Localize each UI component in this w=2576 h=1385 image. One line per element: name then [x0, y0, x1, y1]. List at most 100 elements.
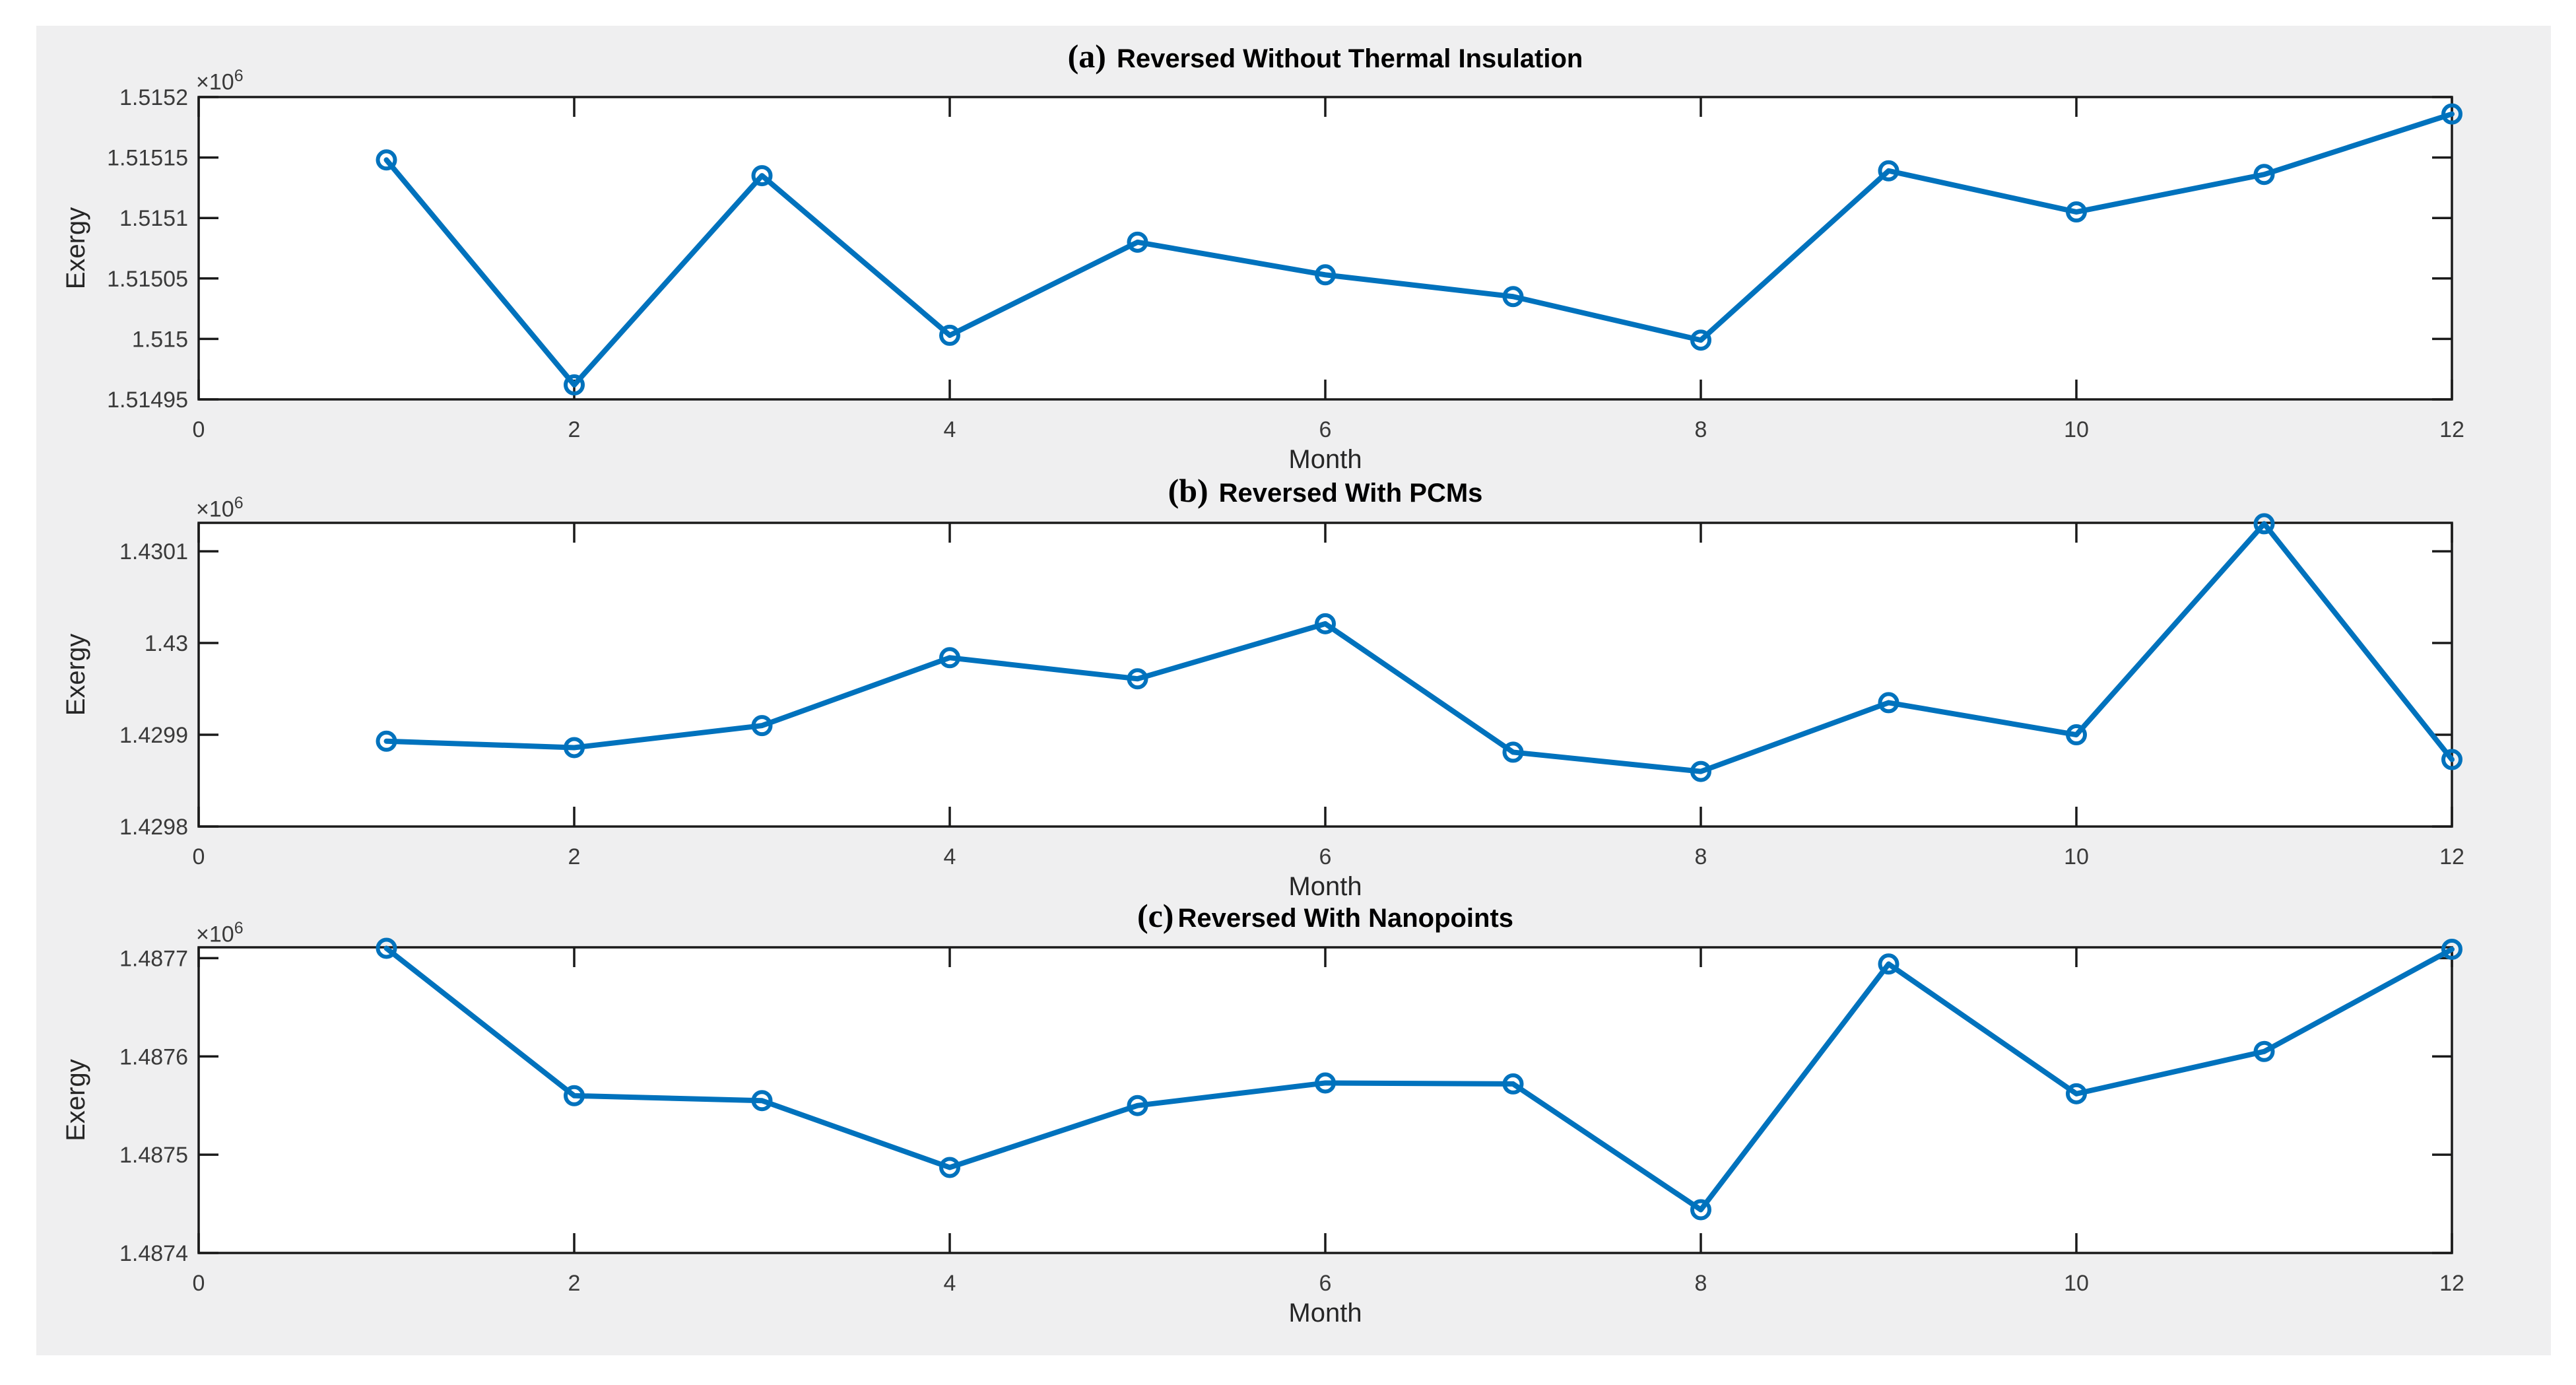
data-point-marker	[564, 1085, 585, 1106]
y-tick-label: 1.4301	[119, 539, 188, 564]
data-point-marker	[2253, 164, 2275, 186]
panel-label-b: (b)	[1168, 472, 1208, 509]
x-tick-label: 8	[1695, 417, 1707, 442]
x-tick-label: 0	[193, 417, 205, 442]
x-tick-label: 6	[1319, 1271, 1332, 1296]
data-point-marker	[1315, 264, 1336, 286]
data-point-marker	[564, 737, 585, 759]
y-tick-label: 1.4875	[119, 1143, 188, 1168]
x-tick-label: 4	[944, 844, 956, 869]
exponent-base: ×10	[196, 922, 234, 947]
x-tick-label: 12	[2439, 844, 2464, 869]
y-axis-label: Exergy	[61, 634, 90, 716]
series-line	[383, 111, 2455, 388]
x-axis-label: Month	[1288, 445, 1362, 474]
y-tick-label: 1.4298	[119, 815, 188, 840]
data-point-marker	[1878, 692, 1899, 714]
subplot-b-title: (b) Reversed With PCMs	[199, 471, 2452, 510]
data-point-marker	[2253, 1040, 2275, 1062]
y-axis-exponent-c: ×106	[196, 919, 244, 947]
data-point-marker	[2441, 749, 2462, 770]
subplot-c: 0 2 4 6 8 10 12 1.4874 1.4875 1.4876 1.4877 Exergy M…	[61, 937, 2464, 1328]
exponent-base: ×10	[196, 69, 234, 95]
x-tick-label: 12	[2439, 417, 2464, 442]
y-tick-label: 1.51505	[107, 267, 188, 292]
data-point-marker	[751, 1090, 773, 1112]
y-tick-label: 1.51495	[107, 388, 188, 413]
x-tick-label: 12	[2439, 1271, 2464, 1296]
data-point-marker	[1690, 1199, 1711, 1221]
subplot-c-title-text: Reversed With Nanopoints	[1177, 904, 1514, 933]
plot-area	[199, 947, 2452, 1253]
y-tick-label: 1.51515	[107, 146, 188, 171]
data-point-marker	[1502, 1073, 1524, 1095]
exponent-power: 6	[234, 67, 244, 85]
x-tick-label: 2	[568, 417, 581, 442]
subplot-a: 0 2 4 6 8 10 12 1.51495 1.515 1.51505 1.5151 1.5151…	[61, 85, 2464, 474]
data-point-marker	[1315, 613, 1336, 634]
x-axis-label: Month	[1288, 1299, 1362, 1328]
data-point-marker	[376, 730, 397, 752]
subplot-b: 0 2 4 6 8 10 12 1.4298 1.4299 1.43 1.4301 Exergy Mon…	[61, 513, 2464, 901]
subplot-c-title: (c) Reversed With Nanopoints	[199, 896, 2452, 935]
x-tick-label: 8	[1695, 1271, 1707, 1296]
subplot-a-title-text: Reversed Without Thermal Insulation	[1116, 44, 1583, 73]
plot-area	[199, 97, 2452, 399]
series-line	[383, 521, 2455, 774]
data-point-marker	[2066, 724, 2087, 746]
data-point-marker	[376, 149, 397, 171]
data-point-marker	[939, 647, 960, 669]
x-tick-label: 6	[1319, 844, 1332, 869]
x-tick-label: 4	[944, 1271, 956, 1296]
axes-box	[197, 946, 2453, 1254]
data-point-marker	[1127, 231, 1148, 253]
exponent-power: 6	[234, 494, 244, 512]
data-point-marker	[1878, 953, 1899, 975]
axes-box	[197, 96, 2453, 401]
y-tick-label: 1.5152	[119, 85, 188, 110]
y-tick-label: 1.515	[132, 327, 188, 352]
y-tick-label: 1.4874	[119, 1241, 188, 1266]
x-tick-label: 2	[568, 1271, 581, 1296]
y-tick-label: 1.43	[145, 631, 188, 656]
data-point-marker	[1502, 741, 1524, 763]
subplot-b-title-text: Reversed With PCMs	[1218, 479, 1483, 508]
data-point-marker	[2441, 103, 2462, 125]
data-point-marker	[2066, 1083, 2087, 1104]
data-point-marker	[1502, 286, 1524, 308]
y-axis-label: Exergy	[61, 1059, 90, 1141]
y-tick-label: 1.4299	[119, 723, 188, 748]
panel-label-c: (c)	[1137, 897, 1174, 934]
subplot-a-title: (a) Reversed Without Thermal Insulation	[199, 37, 2452, 75]
x-tick-label: 8	[1695, 844, 1707, 869]
x-axis-label: Month	[1288, 872, 1362, 901]
y-axis-exponent-a: ×106	[196, 67, 244, 95]
x-tick-label: 10	[2064, 417, 2089, 442]
panel-label-a: (a)	[1067, 38, 1106, 75]
data-point-marker	[751, 715, 773, 737]
exponent-base: ×10	[196, 496, 234, 522]
y-tick-label: 1.4877	[119, 946, 188, 971]
x-tick-label: 10	[2064, 1271, 2089, 1296]
data-point-marker	[1690, 329, 1711, 351]
x-tick-label: 0	[193, 1271, 205, 1296]
x-tick-label: 10	[2064, 844, 2089, 869]
x-tick-label: 6	[1319, 417, 1332, 442]
data-point-marker	[1690, 760, 1711, 782]
y-axis-label: Exergy	[61, 207, 90, 290]
y-tick-label: 1.4876	[119, 1044, 188, 1069]
y-axis-exponent-b: ×106	[196, 494, 244, 522]
data-point-marker	[1127, 668, 1148, 690]
x-tick-label: 2	[568, 844, 581, 869]
data-point-marker	[1127, 1095, 1148, 1116]
data-point-marker	[939, 1157, 960, 1178]
data-point-marker	[2066, 201, 2087, 223]
x-tick-label: 0	[193, 844, 205, 869]
data-point-marker	[939, 324, 960, 346]
plot-area	[199, 523, 2452, 827]
x-tick-label: 4	[944, 417, 956, 442]
data-point-marker	[751, 165, 773, 187]
series-line	[383, 945, 2455, 1213]
